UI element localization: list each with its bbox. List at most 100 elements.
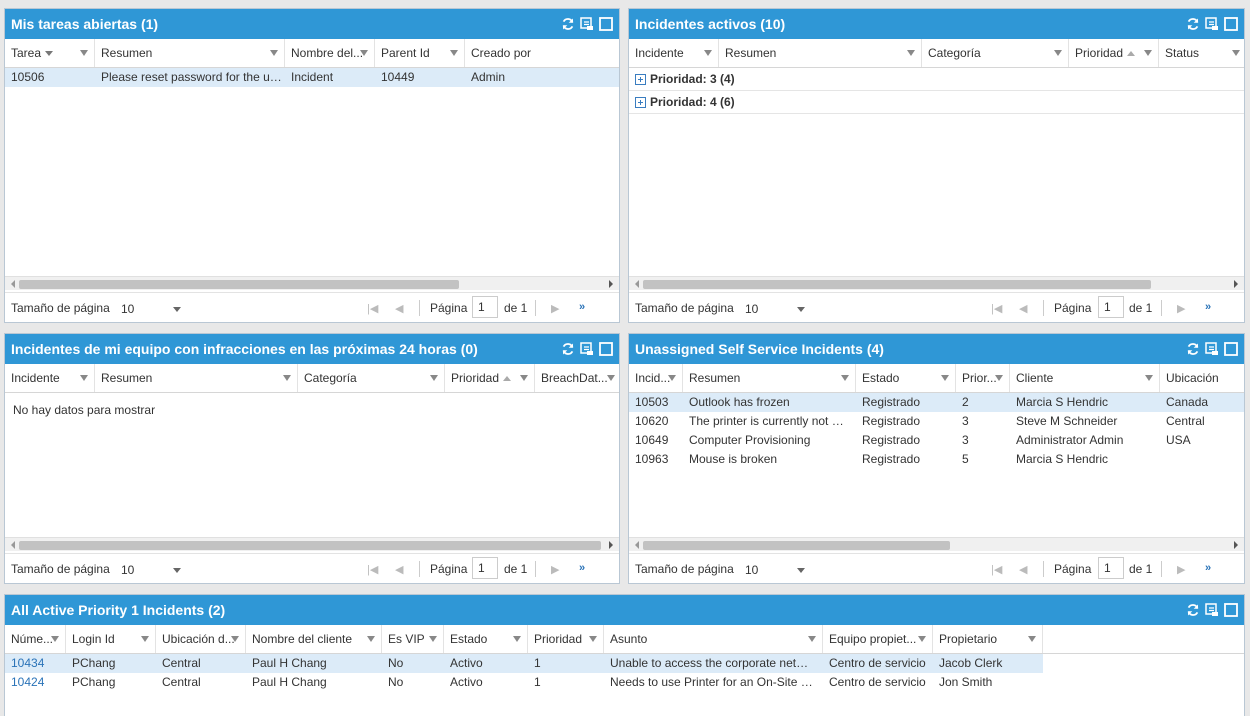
table-row[interactable]: 10963 Mouse is broken Registrado 5 Marci… — [629, 450, 1244, 469]
col-prior[interactable]: Prior... — [956, 364, 1010, 392]
col-tarea[interactable]: Tarea — [5, 39, 95, 67]
filter-icon[interactable] — [668, 375, 676, 381]
table-row[interactable]: 10503 Outlook has frozen Registrado 2 Ma… — [629, 393, 1244, 412]
table-row[interactable]: 10649 Computer Provisioning Registrado 3… — [629, 431, 1244, 450]
filter-icon[interactable] — [80, 375, 88, 381]
filter-icon[interactable] — [1144, 50, 1152, 56]
filter-icon[interactable] — [231, 636, 239, 642]
col-asunto[interactable]: Asunto — [604, 625, 823, 653]
col-status[interactable]: Status — [1159, 39, 1244, 67]
maximize-icon[interactable] — [598, 16, 613, 31]
filter-icon[interactable] — [1232, 50, 1240, 56]
col-categoria[interactable]: Categoría — [298, 364, 445, 392]
col-ubicacion[interactable]: Ubicación d... — [156, 625, 246, 653]
col-ubicacion[interactable]: Ubicación — [1166, 371, 1219, 385]
refresh-icon[interactable] — [560, 16, 575, 31]
popout-icon[interactable] — [1204, 341, 1219, 356]
prev-page-icon[interactable]: ◀ — [1019, 303, 1028, 315]
scroll-right-icon[interactable] — [609, 541, 613, 549]
next-page-icon[interactable]: ▶ — [551, 303, 560, 315]
scroll-left-icon[interactable] — [635, 280, 639, 288]
filter-icon[interactable] — [141, 636, 149, 642]
col-prioridad[interactable]: Prioridad — [1069, 39, 1159, 67]
page-size-select[interactable]: 10 — [121, 302, 191, 316]
expand-icon[interactable] — [635, 73, 646, 85]
filter-icon[interactable] — [995, 375, 1003, 381]
page-input[interactable]: 1 — [472, 296, 498, 318]
horizontal-scrollbar[interactable] — [629, 537, 1244, 551]
filter-icon[interactable] — [367, 636, 375, 642]
scroll-thumb[interactable] — [643, 280, 1151, 289]
filter-icon[interactable] — [918, 636, 926, 642]
scroll-right-icon[interactable] — [1234, 280, 1238, 288]
page-size-select[interactable]: 10 — [121, 563, 191, 577]
prev-page-icon[interactable]: ◀ — [395, 303, 404, 315]
col-incidente[interactable]: Incidente — [629, 39, 719, 67]
first-page-icon[interactable]: |◀ — [367, 564, 379, 576]
scroll-thumb[interactable] — [643, 541, 950, 550]
next-page-icon[interactable]: ▶ — [551, 564, 560, 576]
last-page-icon[interactable]: » — [579, 301, 586, 313]
horizontal-scrollbar[interactable] — [5, 537, 619, 551]
group-row[interactable]: Prioridad: 3 (4) — [629, 68, 1244, 91]
col-breachdate[interactable]: BreachDat... — [535, 364, 619, 392]
table-row[interactable]: 10620 The printer is currently not worki… — [629, 412, 1244, 431]
col-numero[interactable]: Núme... — [5, 625, 66, 653]
scroll-thumb[interactable] — [19, 280, 459, 289]
next-page-icon[interactable]: ▶ — [1177, 303, 1186, 315]
col-propietario[interactable]: Propietario — [933, 625, 1043, 653]
col-login-id[interactable]: Login Id — [66, 625, 156, 653]
filter-icon[interactable] — [513, 636, 521, 642]
col-estado[interactable]: Estado — [856, 364, 956, 392]
col-prioridad[interactable]: Prioridad — [528, 625, 604, 653]
filter-icon[interactable] — [270, 50, 278, 56]
prev-page-icon[interactable]: ◀ — [395, 564, 404, 576]
scroll-right-icon[interactable] — [1234, 541, 1238, 549]
filter-icon[interactable] — [607, 375, 615, 381]
col-resumen[interactable]: Resumen — [95, 39, 285, 67]
refresh-icon[interactable] — [1185, 602, 1200, 617]
filter-icon[interactable] — [430, 375, 438, 381]
expand-icon[interactable] — [635, 96, 646, 108]
col-nombre[interactable]: Nombre del... — [285, 39, 375, 67]
col-prioridad[interactable]: Prioridad — [445, 364, 535, 392]
last-page-icon[interactable]: » — [1205, 301, 1212, 313]
filter-icon[interactable] — [1028, 636, 1036, 642]
filter-icon[interactable] — [1145, 375, 1153, 381]
maximize-icon[interactable] — [1223, 16, 1238, 31]
col-nombre-cliente[interactable]: Nombre del cliente — [246, 625, 382, 653]
maximize-icon[interactable] — [1223, 341, 1238, 356]
last-page-icon[interactable]: » — [579, 562, 586, 574]
page-size-select[interactable]: 10 — [745, 563, 815, 577]
group-row[interactable]: Prioridad: 4 (6) — [629, 91, 1244, 114]
filter-icon[interactable] — [907, 50, 915, 56]
popout-icon[interactable] — [579, 341, 594, 356]
next-page-icon[interactable]: ▶ — [1177, 564, 1186, 576]
page-size-select[interactable]: 10 — [745, 302, 815, 316]
page-input[interactable]: 1 — [1098, 296, 1124, 318]
col-resumen[interactable]: Resumen — [719, 39, 922, 67]
popout-icon[interactable] — [1204, 16, 1219, 31]
scroll-left-icon[interactable] — [11, 280, 15, 288]
filter-icon[interactable] — [1054, 50, 1062, 56]
horizontal-scrollbar[interactable] — [629, 276, 1244, 290]
filter-icon[interactable] — [80, 50, 88, 56]
page-input[interactable]: 1 — [472, 557, 498, 579]
incident-link[interactable]: 10424 — [11, 675, 45, 689]
refresh-icon[interactable] — [1185, 341, 1200, 356]
filter-icon[interactable] — [283, 375, 291, 381]
maximize-icon[interactable] — [598, 341, 613, 356]
refresh-icon[interactable] — [560, 341, 575, 356]
table-row[interactable]: 10424 PChang Central Paul H Chang No Act… — [5, 673, 1043, 692]
last-page-icon[interactable]: » — [1205, 562, 1212, 574]
filter-icon[interactable] — [51, 636, 59, 642]
filter-icon[interactable] — [450, 50, 458, 56]
popout-icon[interactable] — [1204, 602, 1219, 617]
horizontal-scrollbar[interactable] — [5, 276, 619, 290]
col-incid[interactable]: Incid... — [629, 364, 683, 392]
col-parent-id[interactable]: Parent Id — [375, 39, 465, 67]
col-resumen[interactable]: Resumen — [95, 364, 298, 392]
filter-icon[interactable] — [841, 375, 849, 381]
table-row[interactable]: 10506 Please reset password for the user… — [5, 68, 619, 87]
filter-icon[interactable] — [360, 50, 368, 56]
